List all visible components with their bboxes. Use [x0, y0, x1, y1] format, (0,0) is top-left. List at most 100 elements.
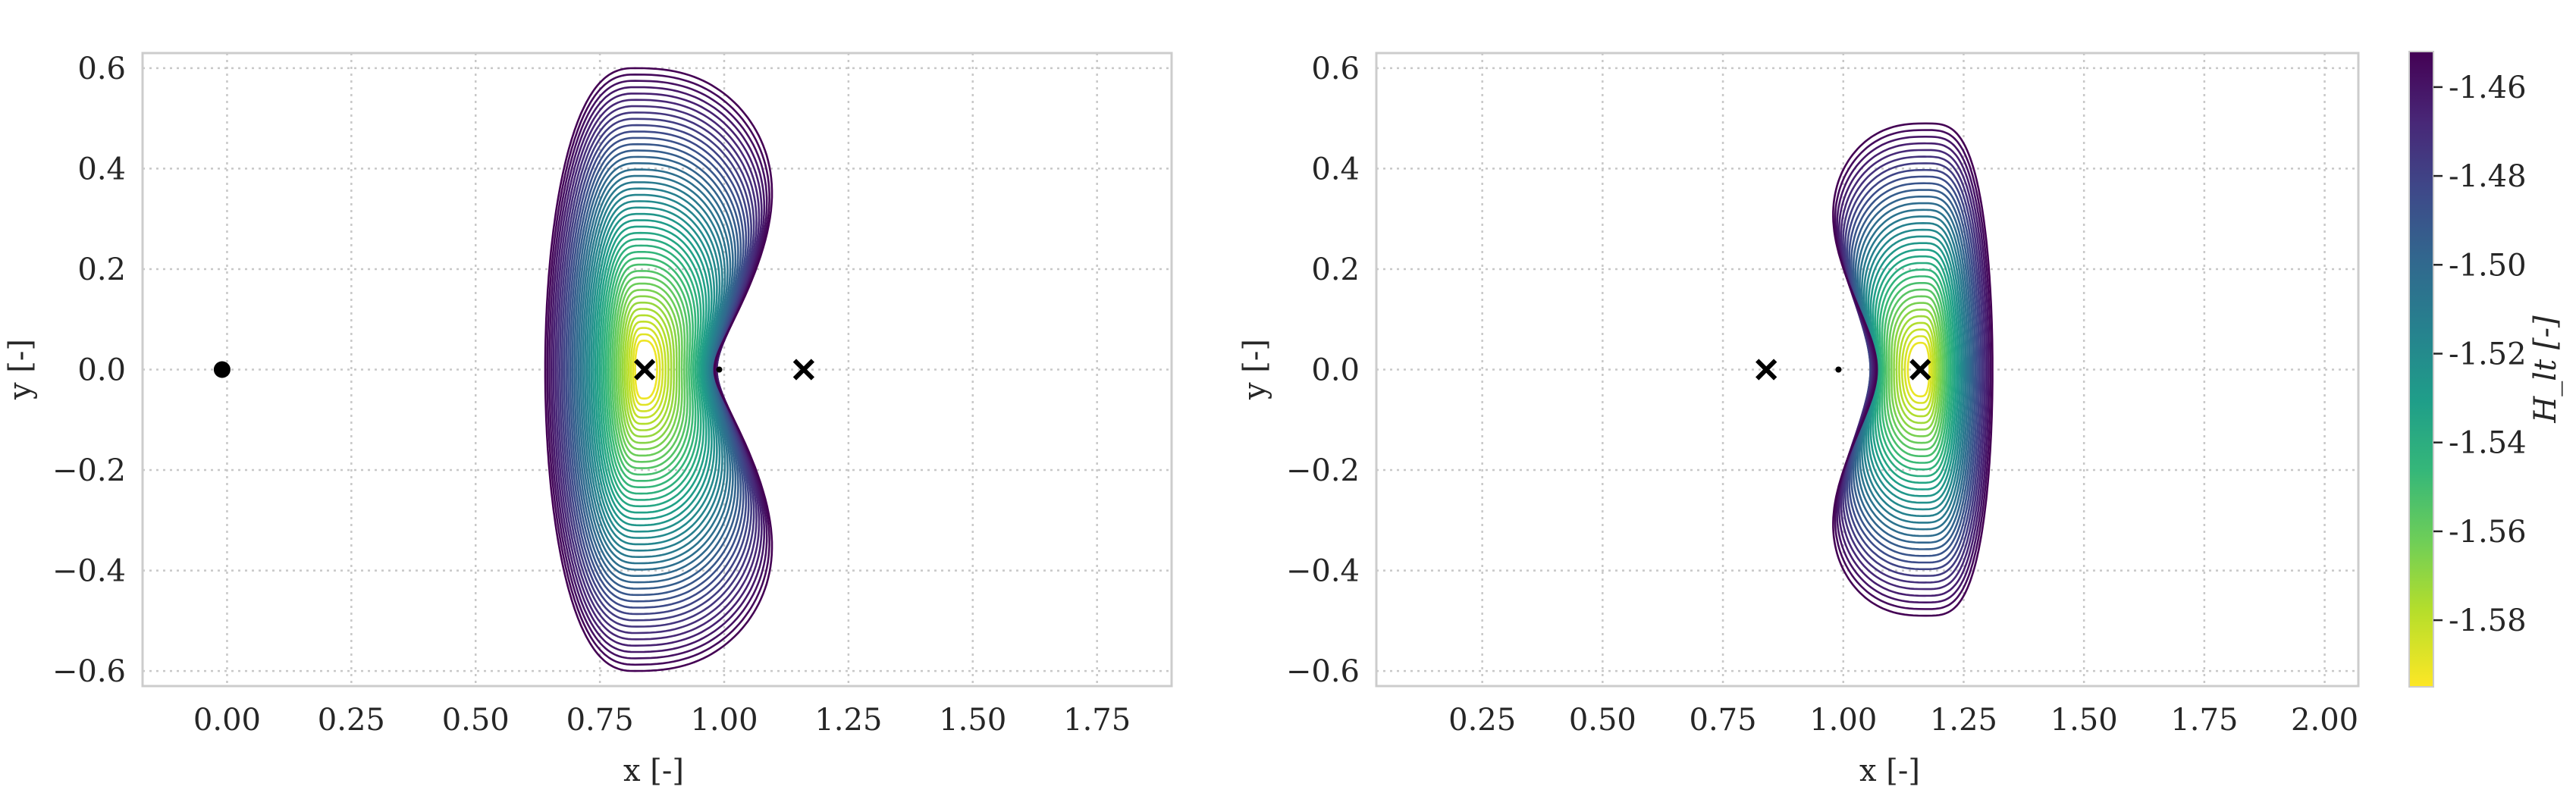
right-y-tick-label: −0.6 [1286, 654, 1360, 689]
contour-line [1885, 288, 1946, 451]
contour-line [563, 124, 750, 616]
contour-line [592, 212, 713, 527]
right-y-tick-label: 0.6 [1311, 52, 1360, 86]
left-y-tick-label: 0.6 [77, 52, 126, 86]
right-markers [1756, 359, 1931, 381]
contour-line [1881, 275, 1950, 464]
contour-line [1903, 335, 1933, 404]
left-y-tick-label: 0.2 [77, 252, 126, 287]
right-y-tick-label: −0.4 [1286, 554, 1360, 589]
x-marker-stroke [1909, 359, 1931, 381]
right-y-tick-label: 0.0 [1311, 353, 1360, 388]
lagrange-point-L2-marker [792, 359, 815, 381]
contour-line [594, 219, 711, 520]
left-axes-frame [141, 52, 1173, 688]
right-y-tick-label: 0.2 [1311, 252, 1360, 287]
contour-line [607, 257, 694, 482]
contour-line [598, 231, 705, 508]
contour-line [634, 340, 658, 400]
colorbar-ticks: -1.46 -1.48 -1.50 -1.52 -1.54 -1.56 -1.58 [2433, 71, 2527, 638]
left-x-tick-labels: 0.00 0.25 0.50 0.75 1.00 1.25 1.50 1.75 [193, 703, 1131, 738]
right-panel: 0.25 0.50 0.75 1.00 1.25 1.50 1.75 2.00 0.60.40… [1238, 51, 2563, 788]
left-contours [544, 67, 773, 672]
contour-line [585, 193, 721, 546]
contour-line [632, 333, 661, 406]
right-y-tick-label: 0.4 [1311, 152, 1360, 186]
contour-line [1874, 255, 1956, 484]
primary-body-marker [213, 361, 231, 378]
contour-line [601, 238, 702, 501]
contour-line [1836, 135, 1990, 604]
contour-line [590, 206, 716, 533]
colorbar-tick-label: -1.58 [2449, 603, 2527, 638]
contour-line [552, 92, 763, 647]
contour-line [565, 130, 748, 609]
right-x-tick-label: 0.25 [1448, 703, 1516, 738]
colorbar-tick-label: -1.50 [2449, 248, 2527, 283]
contour-line [1883, 282, 1948, 457]
right-x-tick-label: 1.25 [1930, 703, 1997, 738]
contour-line [575, 162, 734, 577]
contour-line [1906, 341, 1931, 398]
contour-line [623, 308, 673, 431]
contour-line [628, 320, 667, 419]
left-y-tick-label: 0.4 [77, 152, 126, 186]
contour-line [626, 314, 670, 425]
contour-line [557, 105, 758, 635]
lagrange-point-L1-marker [633, 359, 656, 381]
contour-line [1837, 142, 1988, 597]
x-marker-stroke [633, 359, 656, 381]
right-axes-frame [1375, 52, 2360, 688]
colorbar-tick-label: -1.48 [2449, 159, 2527, 194]
right-x-tick-label: 2.00 [2291, 703, 2358, 738]
right-x-tick-label: 1.50 [2050, 703, 2118, 738]
colorbar-tick-label: -1.46 [2449, 71, 2527, 105]
right-x-tick-label: 1.00 [1809, 703, 1877, 738]
contour-line [615, 282, 683, 457]
contour-line [559, 111, 755, 628]
x-marker-stroke [1756, 359, 1777, 381]
left-y-tick-labels: 0.6 0.4 0.2 0.0 −0.2 −0.4 −0.6 [52, 52, 126, 689]
left-y-tick-label: −0.4 [52, 554, 126, 589]
contour-line [571, 149, 739, 590]
left-y-tick-label: −0.2 [52, 453, 126, 488]
contour-line [577, 168, 732, 571]
contour-line [619, 295, 678, 444]
contour-line [1887, 295, 1944, 444]
contour-line [569, 143, 742, 597]
left-grid [143, 53, 1172, 686]
left-y-tick-label: −0.6 [52, 654, 126, 689]
contour-line [554, 99, 761, 641]
left-x-tick-label: 0.00 [193, 703, 261, 738]
contour-line [1900, 328, 1934, 411]
contour-line [1878, 268, 1952, 471]
left-x-tick-label: 1.50 [939, 703, 1006, 738]
right-x-tick-label: 0.75 [1690, 703, 1757, 738]
left-x-tick-label: 0.75 [566, 703, 634, 738]
contour-line [1895, 315, 1938, 425]
left-x-tick-label: 0.25 [318, 703, 385, 738]
contour-line [551, 86, 766, 653]
contour-line [1898, 321, 1937, 418]
lagrange-point-L1-marker [1756, 359, 1777, 381]
left-y-axis-label: y [-] [3, 339, 38, 400]
contour-line [1832, 122, 1994, 617]
contour-line [1834, 129, 1992, 610]
contour-line [610, 270, 689, 469]
contour-line [613, 276, 686, 463]
secondary-body-marker [1835, 366, 1842, 373]
left-x-tick-label: 1.75 [1063, 703, 1131, 738]
left-x-tick-label: 0.50 [442, 703, 510, 738]
contour-line [1893, 309, 1941, 431]
contour-line [602, 244, 699, 495]
right-x-axis-label: x [-] [1859, 754, 1920, 788]
contour-line [544, 67, 773, 672]
contour-line [582, 181, 726, 559]
colorbar [2408, 51, 2434, 688]
contour-line [588, 200, 718, 539]
contour-line [573, 155, 737, 584]
contour-line [567, 136, 745, 603]
contour-line [604, 251, 697, 488]
left-x-tick-label: 1.00 [690, 703, 758, 738]
